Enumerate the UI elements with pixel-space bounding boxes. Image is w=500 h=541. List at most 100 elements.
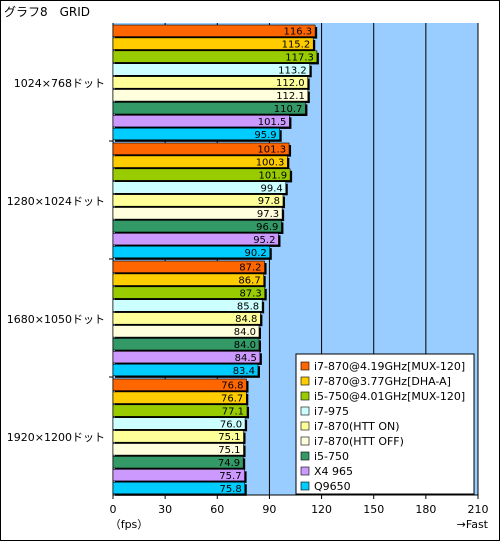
bar-value-label: 101.9 <box>258 170 287 181</box>
legend-label: i7-975 <box>314 405 349 418</box>
bar-value-label: 86.7 <box>238 276 260 287</box>
bar-value-label: 76.0 <box>220 419 242 430</box>
bar <box>112 404 248 417</box>
bar <box>112 286 266 299</box>
bar <box>112 24 316 37</box>
bar-value-label: 90.2 <box>245 248 267 259</box>
bar <box>112 50 318 63</box>
bar-value-label: 97.3 <box>257 209 279 220</box>
bar-value-label: 101.3 <box>257 145 286 156</box>
bar <box>112 245 271 259</box>
bar <box>112 468 245 482</box>
legend-swatch <box>300 436 310 446</box>
bar-value-label: 83.4 <box>233 366 255 377</box>
x-tick-label: 210 <box>468 503 489 516</box>
bar <box>112 89 309 102</box>
bar-value-label: 75.1 <box>218 445 240 456</box>
bar <box>112 233 279 246</box>
bar-value-label: 96.9 <box>256 222 278 233</box>
legend-label: X4 965 <box>314 465 353 478</box>
bar <box>112 181 287 194</box>
legend-swatch <box>300 451 310 461</box>
bar-value-label: 116.3 <box>283 27 312 38</box>
bar-value-label: 84.0 <box>234 340 256 351</box>
bar <box>112 102 306 115</box>
bar <box>112 443 244 456</box>
bar <box>112 299 263 312</box>
bar-value-label: 84.8 <box>235 314 257 325</box>
bar-value-label: 100.3 <box>256 158 285 169</box>
bar-value-label: 99.4 <box>261 183 283 194</box>
bar-value-label: 76.7 <box>221 394 243 405</box>
legend-swatch <box>300 466 310 476</box>
legend-label: Q9650 <box>314 480 351 493</box>
chart-title: グラフ8 GRID <box>4 5 91 19</box>
bar <box>112 350 261 364</box>
bar <box>112 417 246 430</box>
bar-value-label: 77.1 <box>222 406 244 417</box>
bar <box>112 430 244 443</box>
bar-value-label: 101.5 <box>258 117 287 128</box>
bar <box>112 76 308 89</box>
bar-value-label: 84.0 <box>234 327 256 338</box>
bar <box>112 220 282 233</box>
bar-value-label: 95.9 <box>254 130 276 141</box>
legend-swatch <box>300 406 310 416</box>
bar-value-label: 74.9 <box>218 458 240 469</box>
x-axis-direction-label: →Fast <box>457 518 489 531</box>
legend-label: i5-750@4.01GHz[MUX-120] <box>314 390 465 403</box>
bar-value-label: 112.0 <box>276 78 305 89</box>
bar <box>112 481 246 495</box>
x-tick-label: 120 <box>311 503 332 516</box>
bar <box>112 194 284 207</box>
bar-value-label: 113.2 <box>278 65 307 76</box>
bar-value-label: 85.8 <box>237 301 259 312</box>
bar <box>112 363 259 377</box>
x-tick-label: 150 <box>363 503 384 516</box>
bar-value-label: 112.1 <box>276 91 305 102</box>
category-label: 1024×768ドット <box>14 77 105 90</box>
x-tick-label: 90 <box>262 503 276 516</box>
bar <box>112 378 247 391</box>
bar-value-label: 76.8 <box>221 381 243 392</box>
bar <box>112 37 314 50</box>
bar-value-label: 75.8 <box>219 484 241 495</box>
category-label: 1680×1050ドット <box>7 313 105 326</box>
x-tick-label: 180 <box>415 503 436 516</box>
x-tick-label: 0 <box>110 503 117 516</box>
bar <box>112 312 261 325</box>
legend-swatch <box>300 361 310 371</box>
legend-swatch <box>300 376 310 386</box>
legend-box <box>295 353 475 495</box>
legend-swatch <box>300 421 310 431</box>
bar-value-label: 95.2 <box>253 235 275 246</box>
category-label: 1280×1024ドット <box>7 195 105 208</box>
bar <box>112 207 283 220</box>
legend-label: i7-870(HTT OFF) <box>314 435 404 448</box>
bar <box>112 338 260 351</box>
bar <box>112 63 311 76</box>
bar-value-label: 75.1 <box>218 432 240 443</box>
bar <box>112 273 264 286</box>
x-tick-label: 60 <box>210 503 224 516</box>
bar <box>112 260 265 273</box>
bar <box>112 155 288 168</box>
bar-value-label: 110.7 <box>274 104 303 115</box>
bar-value-label: 115.2 <box>282 40 311 51</box>
category-label: 1920×1200ドット <box>7 431 105 444</box>
bar-value-label: 75.7 <box>219 471 241 482</box>
bar <box>112 127 280 141</box>
bar-value-label: 97.8 <box>258 196 280 207</box>
bar <box>112 168 291 181</box>
bar <box>112 391 247 404</box>
x-tick-label: 30 <box>158 503 172 516</box>
bar-value-label: 84.5 <box>235 353 257 364</box>
legend-label: i7-870@4.19GHz[MUX-120] <box>314 360 465 373</box>
bar-value-label: 87.2 <box>239 263 261 274</box>
legend-swatch <box>300 481 310 491</box>
bar-value-label: 117.3 <box>285 52 314 63</box>
bar-value-label: 87.3 <box>239 288 261 299</box>
x-axis-label: （fps） <box>110 518 149 531</box>
bar <box>112 142 290 155</box>
